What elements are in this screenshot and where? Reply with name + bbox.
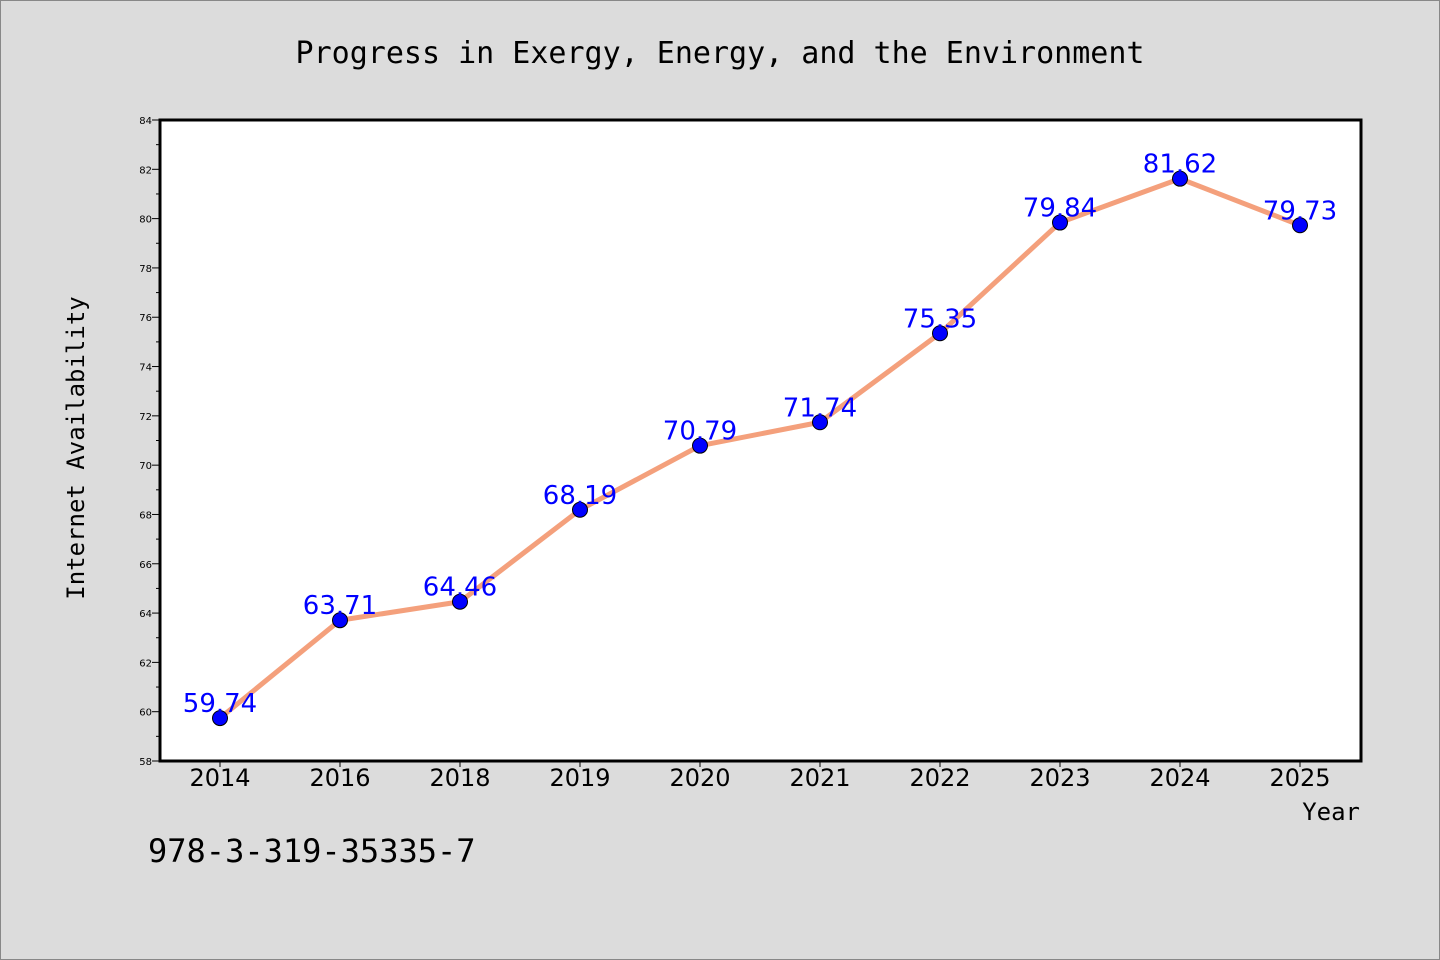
isbn-footnote: 978-3-319-35335-7 xyxy=(148,832,476,870)
data-point xyxy=(1292,217,1308,234)
y-axis: 58 60 62 64 66 68 70 72 74 76 78 80 82 84 xyxy=(139,116,160,768)
data-point xyxy=(932,325,948,342)
y-axis-label: Internet Availability xyxy=(62,296,90,599)
y-tick-label: 78 xyxy=(139,264,152,275)
data-label: 71.74 xyxy=(783,393,857,423)
y-tick-label: 68 xyxy=(139,510,152,521)
x-tick-label: 2022 xyxy=(909,764,970,792)
data-label: 75.35 xyxy=(903,304,977,334)
series-internet-availability xyxy=(212,170,1308,727)
data-label: 64.46 xyxy=(423,573,497,603)
y-tick-label: 82 xyxy=(139,165,152,176)
y-tick-label: 60 xyxy=(139,708,152,719)
y-tick-label: 62 xyxy=(139,658,152,669)
x-tick-label: 2021 xyxy=(789,764,850,792)
data-label: 70.79 xyxy=(663,417,737,447)
y-tick-label: 80 xyxy=(139,215,152,226)
y-tick-label: 66 xyxy=(139,560,152,571)
x-tick-label: 2019 xyxy=(549,764,610,792)
x-axis-label: Year xyxy=(1302,798,1360,826)
x-tick-label: 2020 xyxy=(669,764,730,792)
y-tick-label: 76 xyxy=(139,313,152,324)
data-point xyxy=(812,414,828,431)
y-tick-label: 72 xyxy=(139,412,152,423)
x-tick-label: 2018 xyxy=(429,764,490,792)
data-point xyxy=(212,710,228,727)
data-label: 79.84 xyxy=(1023,194,1097,224)
x-tick-label: 2016 xyxy=(309,764,370,792)
y-tick-label: 70 xyxy=(139,461,152,472)
chart-title: Progress in Exergy, Energy, and the Envi… xyxy=(296,36,1145,71)
y-tick-label: 74 xyxy=(139,363,152,374)
x-axis: 2014 2016 2018 2019 2020 2021 2022 2023 2024 2025 xyxy=(189,761,1331,792)
data-point xyxy=(692,437,708,454)
x-tick-label: 2014 xyxy=(189,764,250,792)
x-tick-label: 2024 xyxy=(1149,764,1210,792)
data-labels: 59.74 63.71 64.46 68.19 70.79 71.74 75.35 79.84… xyxy=(183,150,1337,719)
data-label: 63.71 xyxy=(303,591,377,621)
data-point xyxy=(332,612,348,629)
x-tick-label: 2025 xyxy=(1269,764,1330,792)
data-label: 59.74 xyxy=(183,689,257,719)
series-line xyxy=(217,176,1303,721)
y-tick-label: 58 xyxy=(139,757,152,768)
y-tick-label: 84 xyxy=(139,116,152,127)
data-point xyxy=(572,501,588,518)
data-label: 68.19 xyxy=(543,481,617,511)
x-tick-label: 2023 xyxy=(1029,764,1090,792)
data-point xyxy=(1172,170,1188,187)
data-label: 79.73 xyxy=(1263,196,1337,226)
data-point xyxy=(452,593,468,610)
data-point xyxy=(1052,214,1068,231)
plot-area xyxy=(158,118,1363,763)
y-tick-label: 64 xyxy=(139,609,152,620)
data-label: 81.62 xyxy=(1143,150,1217,180)
